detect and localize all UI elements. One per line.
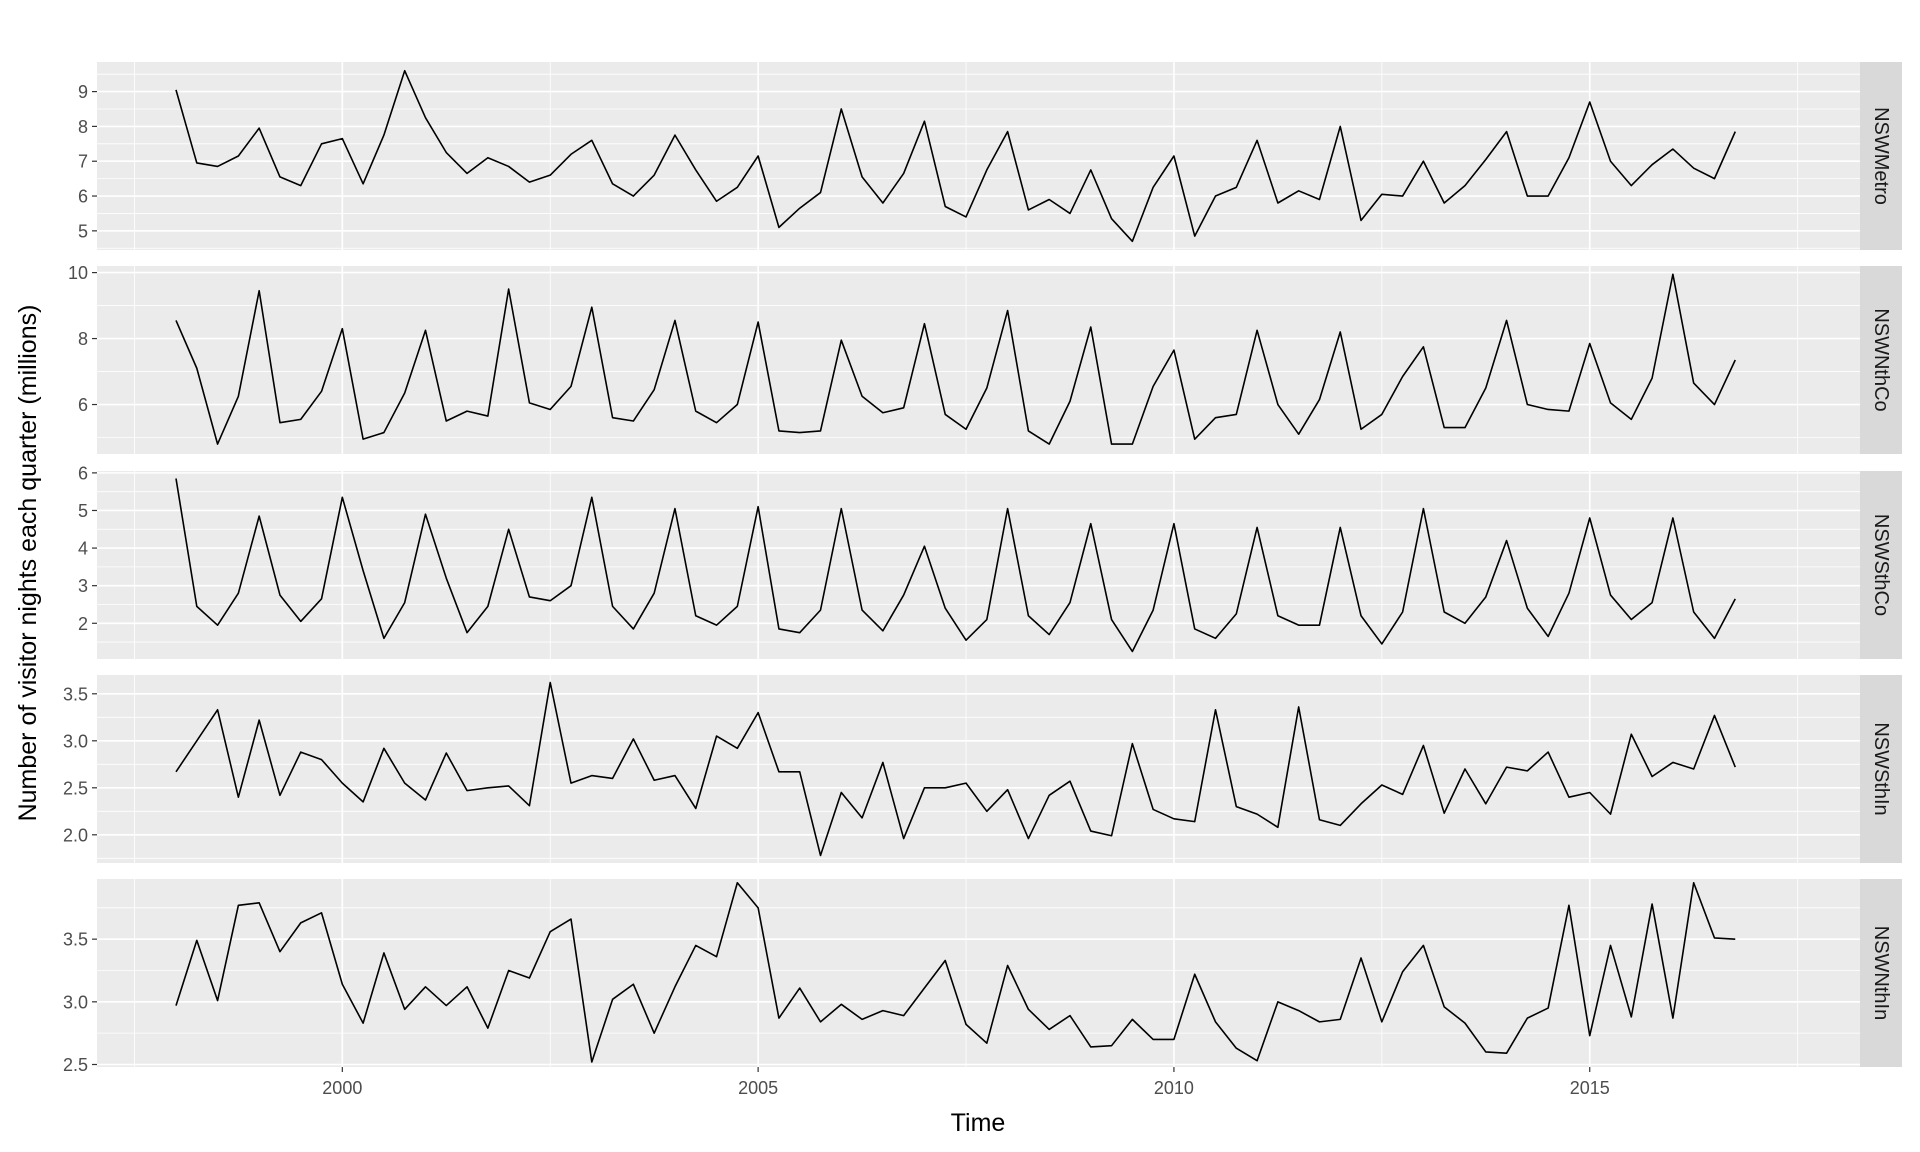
facet-strip [1860,266,1902,454]
y-tick-label: 3.5 [63,684,88,704]
y-tick-label: 2.5 [63,778,88,798]
panel-background [97,62,1860,250]
y-tick-label: 6 [78,187,88,207]
series-line-nswmetro [175,69,1736,243]
facet-panels: 5 6 7 8 9 NSWMetro 6 8 10 NSWNthCo 2 3 4 5 6 NSWSthCo 2.… [63,62,1902,1075]
panel-background [97,879,1860,1067]
panel-nswsthco: 2 3 4 5 6 NSWSthCo [78,463,1902,659]
y-tick-label: 9 [78,82,88,102]
facet-strip-label: NSWSthIn [1870,722,1892,815]
y-tick-label: 2.5 [63,1055,88,1075]
y-tick-label: 4 [78,539,88,559]
facet-strip-label: NSWMetro [1870,107,1892,205]
panel-nswnthin: 2.5 3.0 3.5 NSWNthIn [63,879,1902,1075]
x-axis: 2000 2005 2010 2015 [322,1067,1610,1098]
x-tick-label: 2015 [1570,1078,1610,1098]
x-tick-label: 2005 [738,1078,778,1098]
series-line-nswsthin [175,681,1737,857]
panel-background [97,675,1860,863]
series-line-nswnthin [175,881,1736,1063]
y-tick-label: 10 [68,263,88,283]
series-line-nswsthco [175,478,1736,653]
y-tick-label: 7 [78,152,88,172]
y-tick-label: 5 [78,221,88,241]
y-tick-label: 3.0 [63,731,88,751]
panel-nswmetro: 5 6 7 8 9 NSWMetro [78,62,1902,250]
facet-strip-label: NSWSthCo [1870,514,1892,616]
y-tick-label: 6 [78,463,88,483]
panel-nswsthin: 2.0 2.5 3.0 3.5 NSWSthIn [63,675,1902,863]
y-tick-label: 2.0 [63,825,88,845]
panel-nswnthco: 6 8 10 NSWNthCo [68,263,1902,454]
y-tick-label: 2 [78,614,88,634]
y-tick-label: 3.5 [63,930,88,950]
facet-strip-label: NSWNthCo [1870,308,1892,411]
y-tick-label: 3.0 [63,992,88,1012]
y-tick-label: 8 [78,117,88,137]
x-tick-label: 2010 [1154,1078,1194,1098]
facet-strip [1860,879,1902,1067]
facet-strip [1860,675,1902,863]
facet-strip-label: NSWNthIn [1870,926,1892,1020]
y-tick-label: 6 [78,395,88,415]
series-line-nswnthco [175,273,1736,445]
y-tick-label: 5 [78,501,88,521]
x-axis-title: Time [951,1109,1006,1137]
y-axis-title: Number of visitor nights each quarter (m… [14,305,42,822]
panel-background [97,266,1860,454]
x-tick-label: 2000 [322,1078,362,1098]
facet-strip [1860,471,1902,659]
y-tick-label: 8 [78,329,88,349]
y-tick-label: 3 [78,576,88,596]
facet-strip [1860,62,1902,250]
